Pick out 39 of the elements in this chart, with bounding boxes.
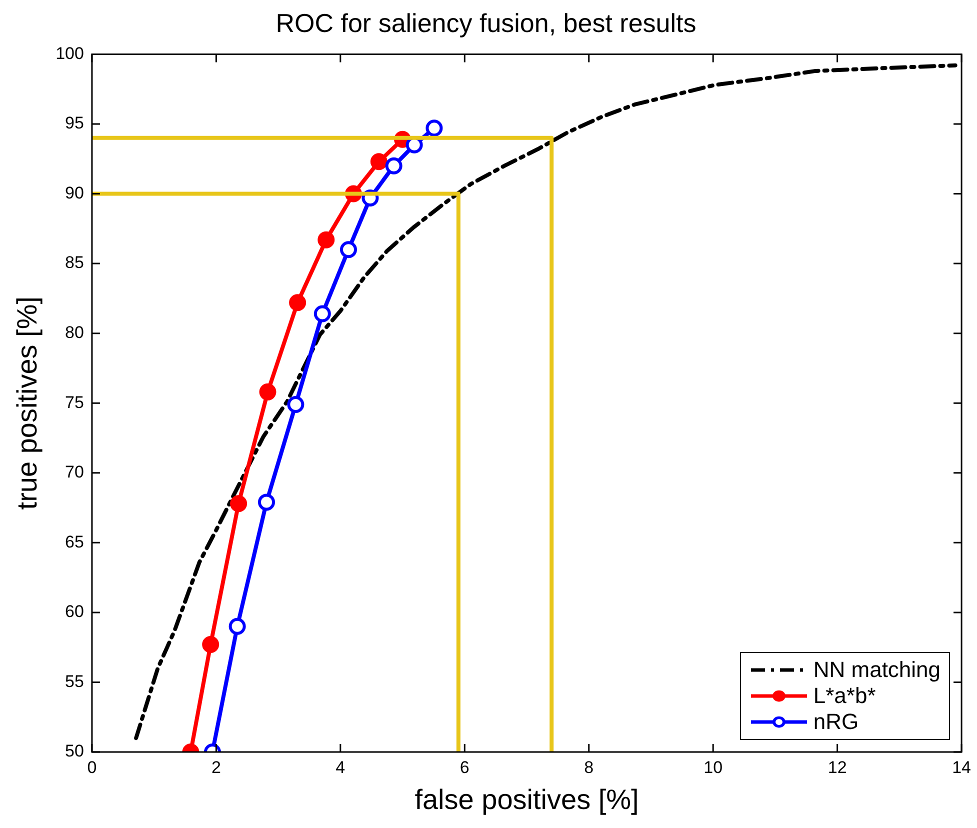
y-tick-label: 100	[56, 44, 84, 63]
x-tick-label: 12	[828, 758, 847, 777]
x-tick-label: 6	[460, 758, 470, 777]
chart-title: ROC for saliency fusion, best results	[276, 8, 696, 38]
x-tick-label: 0	[87, 758, 97, 777]
x-tick-label: 14	[952, 758, 972, 777]
point	[314, 305, 331, 322]
y-tick-label: 60	[65, 602, 84, 622]
y-tick-label: 75	[65, 392, 84, 412]
x-axis-title: false positives [%]	[414, 784, 639, 815]
y-tick-label: 85	[65, 253, 84, 272]
y-tick-label: 50	[65, 742, 84, 761]
point	[385, 157, 402, 174]
point	[289, 294, 306, 312]
legend-label: nRG	[813, 709, 859, 735]
legend-label: NN matching	[813, 657, 941, 683]
point	[259, 383, 276, 400]
point	[230, 495, 248, 512]
point	[202, 636, 220, 654]
line-series	[134, 63, 958, 740]
x-tick-label: 8	[584, 758, 594, 777]
x-tick-label: 10	[704, 758, 723, 777]
y-tick-label: 70	[65, 462, 84, 482]
point	[228, 618, 246, 635]
point	[287, 396, 304, 413]
y-tick-label: 55	[65, 672, 84, 691]
point	[318, 231, 335, 248]
point	[340, 241, 357, 258]
point	[370, 153, 388, 170]
y-tick-label: 80	[65, 323, 84, 342]
y-tick-label: 90	[65, 183, 84, 202]
y-tick-label: 95	[65, 114, 84, 133]
point	[426, 120, 443, 137]
legend-label: L*a*b*	[813, 683, 876, 709]
point	[258, 494, 275, 511]
y-tick-label: 65	[65, 532, 84, 552]
x-tick-label: 2	[211, 758, 221, 777]
y-axis-title: true positives [%]	[12, 296, 43, 510]
x-tick-label: 4	[336, 758, 346, 777]
